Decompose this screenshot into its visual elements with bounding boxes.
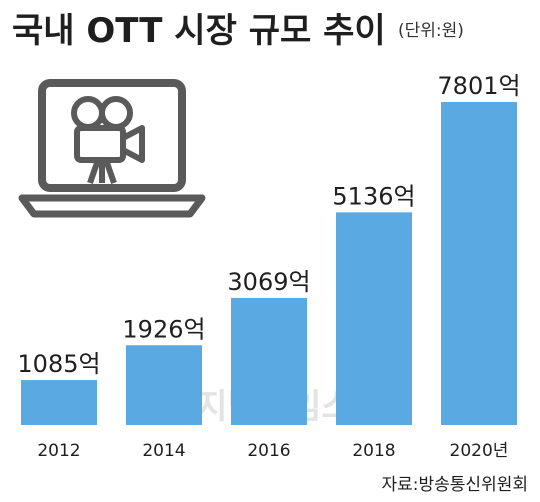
- category-label: 2016: [247, 441, 290, 461]
- category-label: 2014: [142, 441, 185, 461]
- unit-note: (단위:원): [398, 21, 464, 41]
- category-label: 2018: [352, 441, 395, 461]
- value-label-group: 1085억 1926억 3069억 5136억 7801억: [17, 72, 520, 378]
- bar-2016: [231, 297, 307, 425]
- value-label: 5136억: [332, 182, 415, 210]
- value-label: 7801억: [437, 72, 520, 100]
- bar-2018: [336, 212, 412, 425]
- value-label: 3069억: [227, 268, 310, 296]
- bar-2014: [126, 345, 202, 425]
- category-label: 2020년: [450, 441, 509, 461]
- category-label: 2012: [37, 441, 80, 461]
- bar-2012: [21, 380, 97, 425]
- bar-2020년: [441, 102, 517, 425]
- film-camera-icon: [71, 96, 145, 184]
- bar-group: [21, 102, 517, 425]
- value-label: 1926억: [122, 315, 205, 343]
- value-label: 1085억: [17, 350, 100, 378]
- category-label-group: 2012 2014 2016 2018 2020년: [37, 441, 508, 461]
- chart-title: 국내 OTT 시장 규모 추이: [12, 11, 386, 51]
- source-note: 자료:방송통신위원회: [382, 475, 529, 495]
